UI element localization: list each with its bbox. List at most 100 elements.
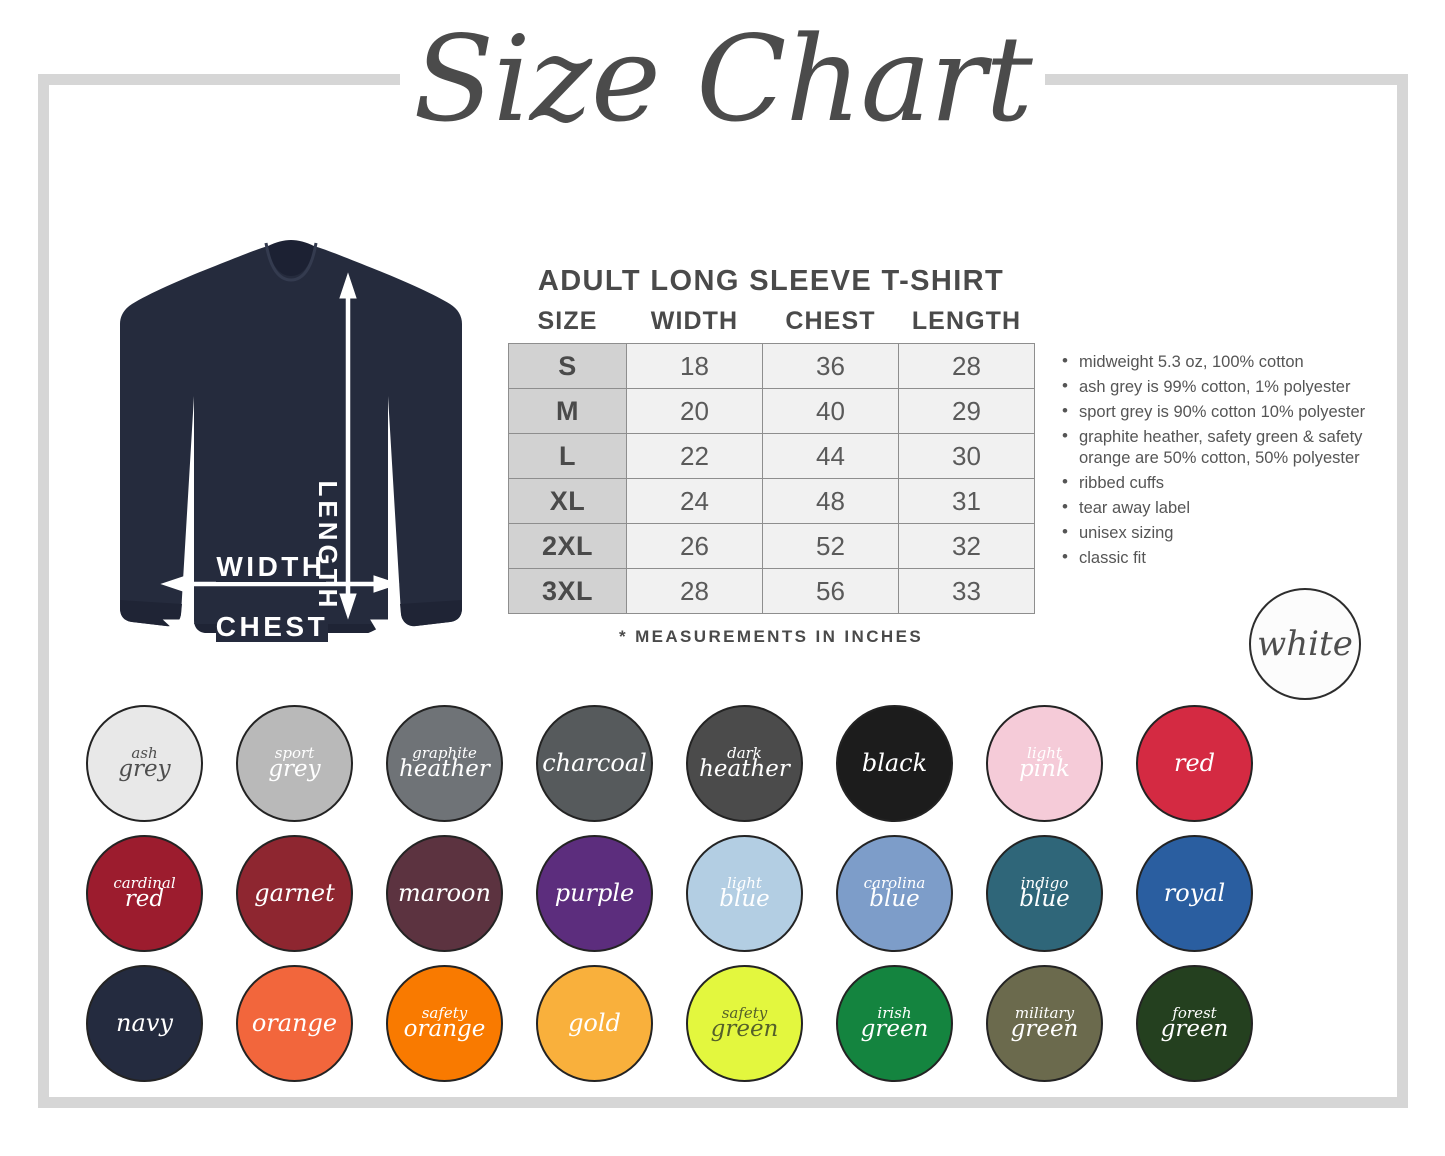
size-table: SIZE WIDTH CHEST LENGTH S 18 36 28 M 20 40 29 L 2… <box>508 307 1035 614</box>
color-swatch-safety-orange[interactable]: safety orange <box>386 965 503 1082</box>
color-swatch-mainlabel: charcoal <box>542 749 647 778</box>
cell-length: 28 <box>898 343 1035 389</box>
color-swatch-sublabel: light <box>1027 744 1062 763</box>
title-backdrop <box>400 36 1045 186</box>
column-header-width: WIDTH <box>650 307 739 335</box>
color-swatch-mainlabel: heather <box>699 756 790 783</box>
color-swatch-red[interactable]: red <box>1136 705 1253 822</box>
color-swatch-sublabel: dark <box>727 744 762 763</box>
color-swatch-garnet[interactable]: garnet <box>236 835 353 952</box>
color-swatch-grid: ash grey sport grey graphite heather charcoal d… <box>86 705 1366 1095</box>
color-swatch-light-blue[interactable]: light blue <box>686 835 803 952</box>
cell-length: 29 <box>898 388 1035 434</box>
color-swatch-mainlabel: red <box>124 886 165 913</box>
cell-width: 20 <box>626 388 763 434</box>
feature-item: ribbed cuffs <box>1062 472 1382 493</box>
color-swatch-graphite-heather[interactable]: graphite heather <box>386 705 503 822</box>
color-swatch-label: cardinal red <box>109 876 179 911</box>
color-swatch-sublabel: sport <box>274 744 315 763</box>
feature-item: classic fit <box>1062 547 1382 568</box>
color-swatch-label: irish green <box>857 1006 933 1041</box>
color-swatch-forest-green[interactable]: forest green <box>1136 965 1253 1082</box>
color-swatch-sublabel: safety <box>421 1004 468 1023</box>
color-swatch-label: white <box>1257 624 1353 664</box>
color-swatch-sublabel: forest <box>1172 1004 1217 1023</box>
color-swatch-safety-green[interactable]: safety green <box>686 965 803 1082</box>
color-swatch-maroon[interactable]: maroon <box>386 835 503 952</box>
color-swatch-mainlabel: heather <box>399 756 490 783</box>
cell-chest: 48 <box>762 478 899 524</box>
color-swatch-dark-heather[interactable]: dark heather <box>686 705 803 822</box>
color-swatch-mainlabel: black <box>861 749 928 778</box>
feature-item: sport grey is 90% cotton 10% polyester <box>1062 401 1382 422</box>
color-swatch-label: light blue <box>715 876 774 911</box>
color-swatch-carolina-blue[interactable]: carolina blue <box>836 835 953 952</box>
color-swatch-label: safety orange <box>400 1006 490 1041</box>
color-swatch-label: sport grey <box>264 746 324 781</box>
color-swatch-label: dark heather <box>695 746 794 781</box>
cell-length: 30 <box>898 433 1035 479</box>
color-swatch-mainlabel: orange <box>251 1009 338 1038</box>
cell-width: 28 <box>626 568 763 614</box>
color-swatch-sublabel: safety <box>721 1004 768 1023</box>
width-label: WIDTH <box>216 551 325 582</box>
color-swatch-charcoal[interactable]: charcoal <box>536 705 653 822</box>
color-swatch-sublabel: light <box>727 874 762 893</box>
color-swatch-label: red <box>1170 751 1219 775</box>
color-swatch-mainlabel: blue <box>1019 886 1070 913</box>
color-swatch-mainlabel: garnet <box>254 879 335 908</box>
feature-item: tear away label <box>1062 497 1382 518</box>
color-swatch-ash-grey[interactable]: ash grey <box>86 705 203 822</box>
color-swatch-label: gold <box>564 1011 625 1035</box>
color-swatch-indigo-blue[interactable]: indigo blue <box>986 835 1103 952</box>
table-row: 3XL 28 56 33 <box>508 568 1035 614</box>
color-swatch-mainlabel: purple <box>554 879 635 908</box>
color-swatch-label: military green <box>1007 1006 1083 1041</box>
color-swatch-mainlabel: blue <box>719 886 770 913</box>
length-label: LENGTH <box>313 481 343 612</box>
cell-width: 24 <box>626 478 763 524</box>
feature-item: midweight 5.3 oz, 100% cotton <box>1062 351 1382 372</box>
color-swatch-military-green[interactable]: military green <box>986 965 1103 1082</box>
color-swatch-mainlabel: orange <box>403 1016 486 1043</box>
color-swatch-label: navy <box>112 1011 177 1035</box>
color-swatch-white[interactable]: white <box>1249 588 1361 700</box>
color-swatch-purple[interactable]: purple <box>536 835 653 952</box>
color-swatch-label: royal <box>1160 881 1229 905</box>
table-heading: ADULT LONG SLEEVE T-SHIRT <box>537 265 1005 297</box>
color-swatch-mainlabel: maroon <box>398 879 491 908</box>
feature-item: unisex sizing <box>1062 522 1382 543</box>
color-swatch-sublabel: cardinal <box>113 874 176 893</box>
cell-chest: 44 <box>762 433 899 479</box>
color-swatch-mainlabel: blue <box>869 886 920 913</box>
cell-size: L <box>508 433 627 479</box>
table-row: M 20 40 29 <box>508 388 1035 434</box>
color-swatch-mainlabel: green <box>710 1016 779 1043</box>
feature-list: midweight 5.3 oz, 100% cotton ash grey is… <box>1062 351 1382 573</box>
feature-item: ash grey is 99% cotton, 1% polyester <box>1062 376 1382 397</box>
color-swatch-sport-grey[interactable]: sport grey <box>236 705 353 822</box>
color-swatch-light-pink[interactable]: light pink <box>986 705 1103 822</box>
color-swatch-gold[interactable]: gold <box>536 965 653 1082</box>
color-swatch-sublabel: ash <box>131 744 158 763</box>
color-swatch-mainlabel: green <box>860 1016 929 1043</box>
cell-chest: 36 <box>762 343 899 389</box>
cell-width: 22 <box>626 433 763 479</box>
cell-length: 32 <box>898 523 1035 569</box>
cell-width: 26 <box>626 523 763 569</box>
color-swatch-black[interactable]: black <box>836 705 953 822</box>
color-swatch-label: indigo blue <box>1015 876 1074 911</box>
cell-width: 18 <box>626 343 763 389</box>
color-swatch-mainlabel: green <box>1010 1016 1079 1043</box>
color-swatch-label: maroon <box>394 879 495 908</box>
feature-item: graphite heather, safety green & safety … <box>1062 426 1382 467</box>
color-swatch-cardinal-red[interactable]: cardinal red <box>86 835 203 952</box>
color-swatch-irish-green[interactable]: irish green <box>836 965 953 1082</box>
color-swatch-royal[interactable]: royal <box>1136 835 1253 952</box>
color-swatch-navy[interactable]: navy <box>86 965 203 1082</box>
column-header-chest: CHEST <box>785 307 876 335</box>
color-swatch-orange[interactable]: orange <box>236 965 353 1082</box>
cell-length: 33 <box>898 568 1035 614</box>
color-swatch-sublabel: graphite <box>412 744 477 763</box>
table-row: XL 24 48 31 <box>508 478 1035 524</box>
